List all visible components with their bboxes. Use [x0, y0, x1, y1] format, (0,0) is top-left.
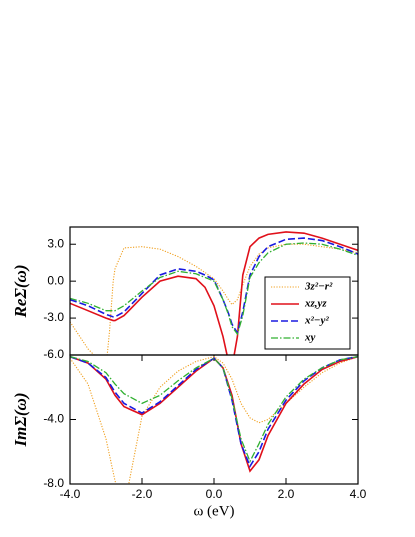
series-line — [70, 356, 358, 484]
legend-label: 3z²−r² — [304, 281, 333, 293]
plot-area — [70, 355, 358, 484]
series-line — [70, 231, 358, 355]
legend-label: xy — [304, 332, 316, 344]
x-tick-label: -4.0 — [60, 487, 81, 501]
series-line — [70, 355, 358, 473]
series-line — [70, 355, 358, 464]
x-tick-label: 2.0 — [278, 487, 295, 501]
series-line — [70, 243, 358, 355]
y-tick-label: 0.0 — [47, 273, 64, 287]
y-tick-label: -6.0 — [43, 347, 64, 361]
y-tick-label: 3.0 — [47, 236, 64, 250]
x-axis-label: ω (eV) — [193, 503, 234, 519]
legend-box — [264, 276, 351, 350]
x-tick-label: 0.0 — [206, 487, 223, 501]
series-line — [70, 355, 358, 469]
series-line — [70, 237, 358, 335]
x-tick-label: 4.0 — [350, 487, 367, 501]
plot-area — [70, 231, 358, 355]
legend-label: xz,yz — [304, 298, 327, 310]
y-axis-label: ImΣ(ω) — [11, 393, 30, 448]
y-axis-label: ReΣ(ω) — [11, 264, 30, 318]
y-tick-label: -4.0 — [43, 412, 64, 426]
plot-frame — [69, 354, 359, 485]
x-tick-label: -2.0 — [132, 487, 153, 501]
y-tick-label: -3.0 — [43, 310, 64, 324]
legend-label: x²−y² — [304, 315, 329, 327]
y-tick-label: -8.0 — [43, 476, 64, 490]
